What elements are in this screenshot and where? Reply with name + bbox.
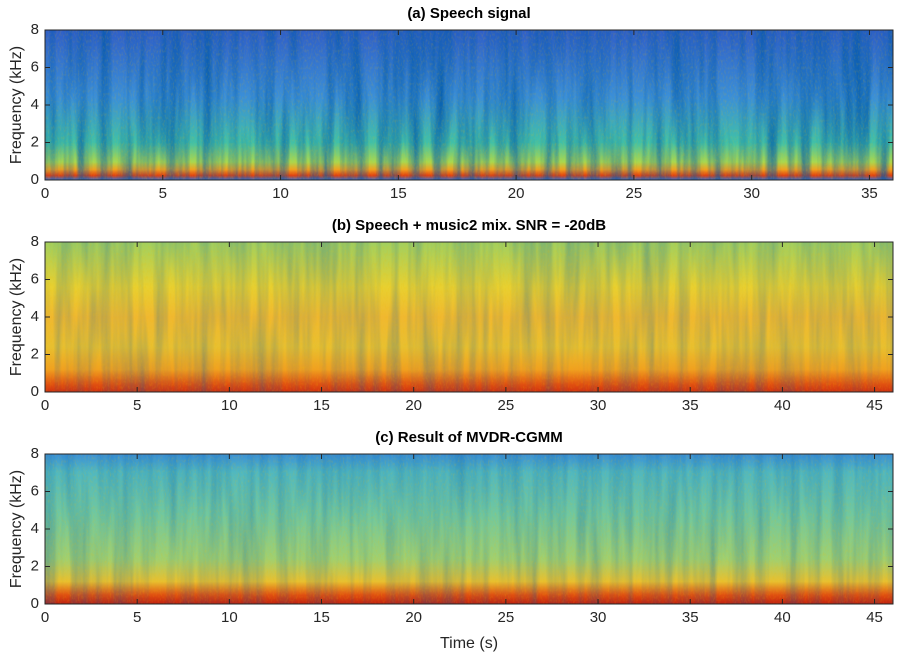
x-tick-label: 25 [498, 397, 515, 414]
y-tick-label: 2 [31, 557, 39, 574]
spectrogram-grain [45, 30, 893, 180]
y-axis-label: Frequency (kHz) [8, 46, 25, 164]
x-tick-label: 0 [41, 397, 49, 414]
panel-title: (c) Result of MVDR-CGMM [375, 429, 563, 446]
y-tick-label: 4 [31, 520, 39, 537]
x-tick-label: 30 [743, 185, 760, 202]
x-tick-label: 20 [405, 397, 422, 414]
x-tick-label: 20 [405, 609, 422, 626]
y-tick-label: 4 [31, 96, 39, 113]
x-tick-label: 40 [774, 609, 791, 626]
y-tick-label: 6 [31, 482, 39, 499]
y-tick-label: 8 [31, 21, 39, 38]
y-tick-label: 6 [31, 270, 39, 287]
x-tick-label: 30 [590, 609, 607, 626]
y-tick-label: 8 [31, 445, 39, 462]
x-tick-label: 35 [682, 609, 699, 626]
x-axis-label: Time (s) [440, 635, 498, 652]
y-tick-label: 6 [31, 58, 39, 75]
x-tick-label: 15 [313, 609, 330, 626]
y-tick-label: 8 [31, 233, 39, 250]
y-axis-label: Frequency (kHz) [8, 470, 25, 588]
x-tick-label: 35 [861, 185, 878, 202]
x-tick-label: 40 [774, 397, 791, 414]
y-tick-label: 2 [31, 345, 39, 362]
x-tick-label: 5 [133, 609, 141, 626]
x-tick-label: 45 [866, 397, 883, 414]
y-axis-label: Frequency (kHz) [8, 258, 25, 376]
x-tick-label: 5 [133, 397, 141, 414]
x-tick-label: 5 [159, 185, 167, 202]
y-tick-label: 0 [31, 383, 39, 400]
panel-title: (b) Speech + music2 mix. SNR = -20dB [332, 217, 606, 234]
y-tick-label: 0 [31, 595, 39, 612]
x-tick-label: 10 [221, 609, 238, 626]
y-tick-label: 0 [31, 171, 39, 188]
panel-title: (a) Speech signal [407, 5, 530, 22]
x-tick-label: 0 [41, 185, 49, 202]
spectrogram-grain [45, 242, 893, 392]
x-tick-label: 0 [41, 609, 49, 626]
x-tick-label: 10 [272, 185, 289, 202]
y-tick-label: 4 [31, 308, 39, 325]
y-tick-label: 2 [31, 133, 39, 150]
x-tick-label: 10 [221, 397, 238, 414]
x-tick-label: 45 [866, 609, 883, 626]
x-tick-label: 15 [313, 397, 330, 414]
x-tick-label: 30 [590, 397, 607, 414]
x-tick-label: 20 [508, 185, 525, 202]
x-tick-label: 25 [498, 609, 515, 626]
x-tick-label: 25 [626, 185, 643, 202]
x-tick-label: 35 [682, 397, 699, 414]
spectrogram-grain [45, 454, 893, 604]
x-tick-label: 15 [390, 185, 407, 202]
